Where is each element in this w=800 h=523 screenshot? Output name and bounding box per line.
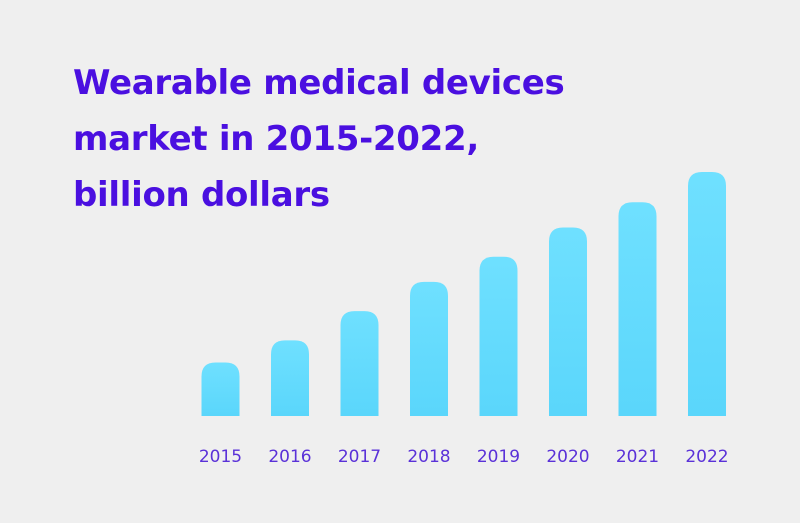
x-tick-label-2016: 2016 [268, 447, 311, 467]
bar-2015 [201, 362, 240, 416]
x-tick-label-2020: 2020 [546, 447, 589, 467]
bar-2016 [271, 340, 309, 416]
bar-2017 [340, 311, 379, 416]
bar-2022 [688, 172, 726, 416]
chart-title-line-2: market in 2015-2022, [73, 119, 479, 159]
chart-title-line-3: billion dollars [73, 175, 330, 215]
x-tick-label-2017: 2017 [338, 447, 381, 467]
bars [201, 172, 726, 416]
x-tick-label-2018: 2018 [407, 447, 450, 467]
bar-2018 [410, 281, 448, 416]
bar-2019 [479, 256, 518, 416]
chart-title-line-1: Wearable medical devices [73, 63, 565, 103]
chart-title: Wearable medical devices market in 2015-… [73, 55, 633, 223]
bar-2020 [549, 227, 587, 416]
bar-2021 [618, 202, 657, 416]
x-tick-label-2015: 2015 [199, 447, 242, 467]
x-tick-label-2019: 2019 [477, 447, 520, 467]
x-tick-label-2022: 2022 [685, 447, 728, 467]
x-axis-tick-labels: 2015 2016 2017 2018 2019 2020 2021 2022 [199, 447, 729, 467]
x-tick-label-2021: 2021 [616, 447, 659, 467]
